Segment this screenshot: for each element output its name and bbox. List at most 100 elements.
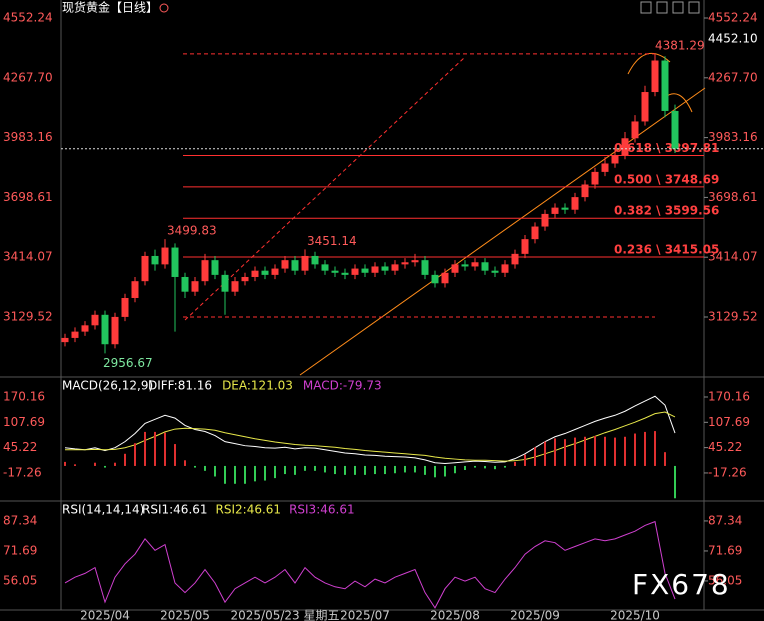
candle-body <box>531 226 539 240</box>
y-tick-label: 4552.24 <box>708 11 758 25</box>
macd-bar <box>144 431 146 466</box>
toolbar-icon[interactable] <box>656 1 668 14</box>
macd-bar <box>494 465 496 470</box>
macd-bar <box>254 465 256 482</box>
y-tick-label: 3983.16 <box>708 130 758 144</box>
legend-entry: MACD:-79.73 <box>303 379 382 393</box>
macd-bar <box>574 437 576 466</box>
toolbar-icon[interactable] <box>688 1 700 14</box>
macd-bar <box>154 431 156 466</box>
candle-body <box>581 184 589 198</box>
candle-body <box>481 262 489 271</box>
macd-bar <box>384 465 386 475</box>
macd-bar <box>524 454 526 466</box>
candle-body <box>191 281 199 292</box>
macd-bar <box>484 465 486 469</box>
y-tick-label: 56.05 <box>708 573 742 587</box>
macd-bar <box>424 465 426 475</box>
legend-entry: RSI2:46.61 <box>216 503 282 517</box>
macd-bar <box>644 431 646 466</box>
candle-body <box>491 270 499 273</box>
macd-bar <box>204 465 206 471</box>
y-tick-label: 3129.52 <box>708 310 758 324</box>
candle-body <box>651 60 659 93</box>
price-annotation: 3451.14 <box>307 234 357 248</box>
macd-bar <box>334 465 336 475</box>
macd-bar <box>624 436 626 466</box>
candle-body <box>91 314 99 326</box>
candle-body <box>181 276 189 292</box>
candle-body <box>161 247 169 265</box>
toolbar-icon[interactable] <box>672 1 684 14</box>
candle-body <box>211 260 219 275</box>
y-tick-label: 4267.70 <box>3 70 53 84</box>
macd-bar <box>134 443 136 466</box>
candle-body <box>151 255 159 265</box>
x-tick-label: 2025/08 <box>430 609 480 621</box>
price-annotation: 4381.29 <box>655 38 705 52</box>
candle-body <box>361 268 369 273</box>
candle-body <box>381 266 389 271</box>
panel-title: MACD(26,12,9) <box>62 379 153 393</box>
legend-entry: RSI3:46.61 <box>289 503 355 517</box>
macd-bar <box>674 465 676 499</box>
macd-bar <box>104 465 106 468</box>
y-tick-label: 56.05 <box>3 573 37 587</box>
y-tick-label: 3698.61 <box>708 190 758 204</box>
macd-bar <box>234 465 236 484</box>
candle-body <box>391 264 399 271</box>
macd-bar <box>274 465 276 479</box>
x-tick-label: 2025/05/23 星期五 <box>231 609 340 621</box>
candle-body <box>661 60 669 111</box>
y-tick-label: -17.26 <box>3 465 42 479</box>
add-icon[interactable] <box>159 3 169 13</box>
price-annotation: 3499.83 <box>167 224 217 238</box>
macd-bar <box>164 432 166 466</box>
candle-body <box>201 260 209 282</box>
macd-bar <box>294 465 296 475</box>
candle-body <box>431 274 439 284</box>
candle-body <box>551 207 559 214</box>
candle-body <box>401 262 409 265</box>
y-tick-label: 3698.61 <box>3 190 53 204</box>
y-tick-label: 4267.70 <box>708 70 758 84</box>
candle-body <box>231 281 239 292</box>
macd-line <box>64 395 676 465</box>
macd-bar <box>284 465 286 475</box>
candle-body <box>641 92 649 122</box>
macd-bar <box>404 465 406 473</box>
candle-body <box>451 264 459 273</box>
panel-title: RSI(14,14,14) <box>62 503 144 517</box>
legend-entry: RSI1:46.61 <box>142 503 208 517</box>
y-tick-label: 170.16 <box>708 389 750 403</box>
legend-entry: DEA:121.03 <box>222 379 293 393</box>
y-tick-label: 170.16 <box>3 389 45 403</box>
macd-bar <box>64 461 66 466</box>
candle-body <box>471 262 479 267</box>
trend-line <box>184 56 466 321</box>
macd-bar <box>364 465 366 475</box>
macd-bar <box>544 441 546 466</box>
macd-bar <box>174 444 176 466</box>
macd-bar <box>504 465 506 468</box>
macd-bar <box>414 465 416 473</box>
macd-bar <box>304 465 306 471</box>
macd-bar <box>534 447 536 466</box>
macd-bar <box>444 465 446 477</box>
y-tick-label: 107.69 <box>3 415 45 429</box>
y-tick-label: 3129.52 <box>3 310 53 324</box>
candle-body <box>71 331 79 338</box>
macd-bar <box>564 439 566 466</box>
candle-body <box>251 270 259 277</box>
price-marker: 4452.10 <box>708 32 758 46</box>
macd-bar <box>124 453 126 466</box>
candle-body <box>591 171 599 185</box>
macd-bar <box>454 465 456 474</box>
y-tick-label: -17.26 <box>708 465 747 479</box>
macd-bar <box>584 436 586 466</box>
toolbar-icon[interactable] <box>640 1 652 14</box>
y-tick-label: 71.69 <box>708 543 742 557</box>
fib-label: 0.236 \ 3415.05 <box>614 243 719 257</box>
candle-body <box>221 274 229 292</box>
macd-bar <box>614 437 616 466</box>
